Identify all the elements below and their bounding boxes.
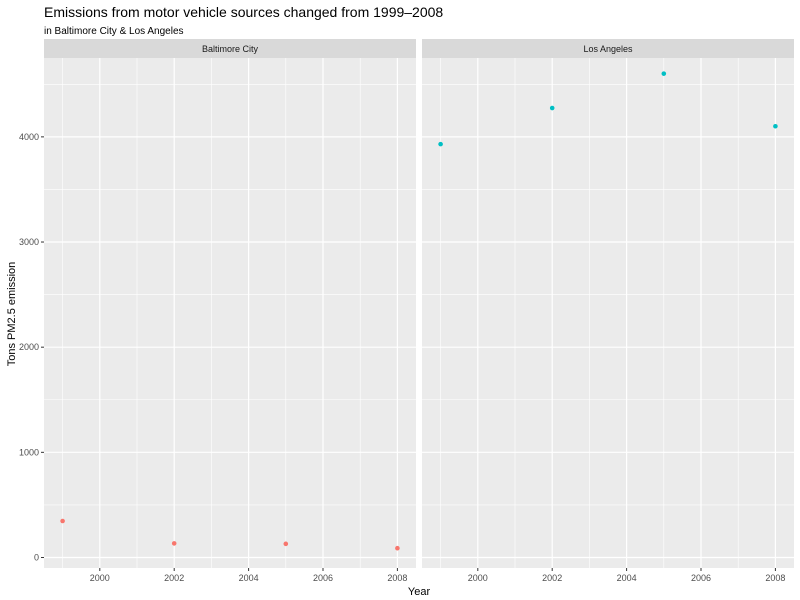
x-tick-label: 2004 — [617, 573, 637, 583]
facet-baltimore-city: Baltimore City 2000 2002 2004 2006 2008 0 1000 2… — [19, 39, 416, 583]
point-los-angeles-2002 — [549, 105, 555, 111]
x-tick-label: 2008 — [387, 573, 407, 583]
point-los-angeles-2005 — [661, 71, 667, 76]
y-tick-label: 0 — [34, 552, 39, 562]
facet-strip — [44, 39, 416, 58]
facet-strip — [422, 39, 794, 58]
point-los-angeles-2008 — [773, 123, 778, 129]
y-axis-title: Tons PM2.5 emission — [6, 262, 18, 367]
x-tick-label: 2002 — [164, 573, 184, 583]
x-tick-label: 2002 — [542, 573, 562, 583]
chart-subtitle: in Baltimore City & Los Angeles — [44, 26, 184, 37]
facet-los-angeles: Los Angeles 2000 2002 2004 2006 2008 — [422, 39, 794, 583]
facet-panels: Baltimore City 2000 2002 2004 2006 2008 0 1000 2… — [19, 39, 794, 583]
point-los-angeles-1999 — [438, 141, 443, 147]
point-baltimore-city-2008 — [395, 545, 400, 551]
facet-strip-label: Los Angeles — [583, 44, 633, 54]
x-tick-label: 2008 — [765, 573, 785, 583]
panel-background — [422, 58, 794, 568]
x-tick-label: 2004 — [239, 573, 259, 583]
x-axis-title: Year — [408, 586, 431, 598]
panel-background — [44, 58, 416, 568]
point-baltimore-city-2005 — [283, 541, 289, 547]
x-tick-label: 2006 — [313, 573, 333, 583]
y-tick-label: 3000 — [19, 237, 39, 247]
x-tick-label: 2000 — [468, 573, 488, 583]
chart-title: Emissions from motor vehicle sources cha… — [44, 4, 443, 20]
y-tick-label: 2000 — [19, 342, 39, 352]
y-tick-label: 4000 — [19, 132, 39, 142]
y-tick-label: 1000 — [19, 447, 39, 457]
x-tick-label: 2006 — [691, 573, 711, 583]
facet-strip-label: Baltimore City — [202, 44, 259, 54]
point-baltimore-city-1999 — [60, 518, 65, 524]
point-baltimore-city-2002 — [171, 541, 177, 546]
x-tick-label: 2000 — [90, 573, 110, 583]
